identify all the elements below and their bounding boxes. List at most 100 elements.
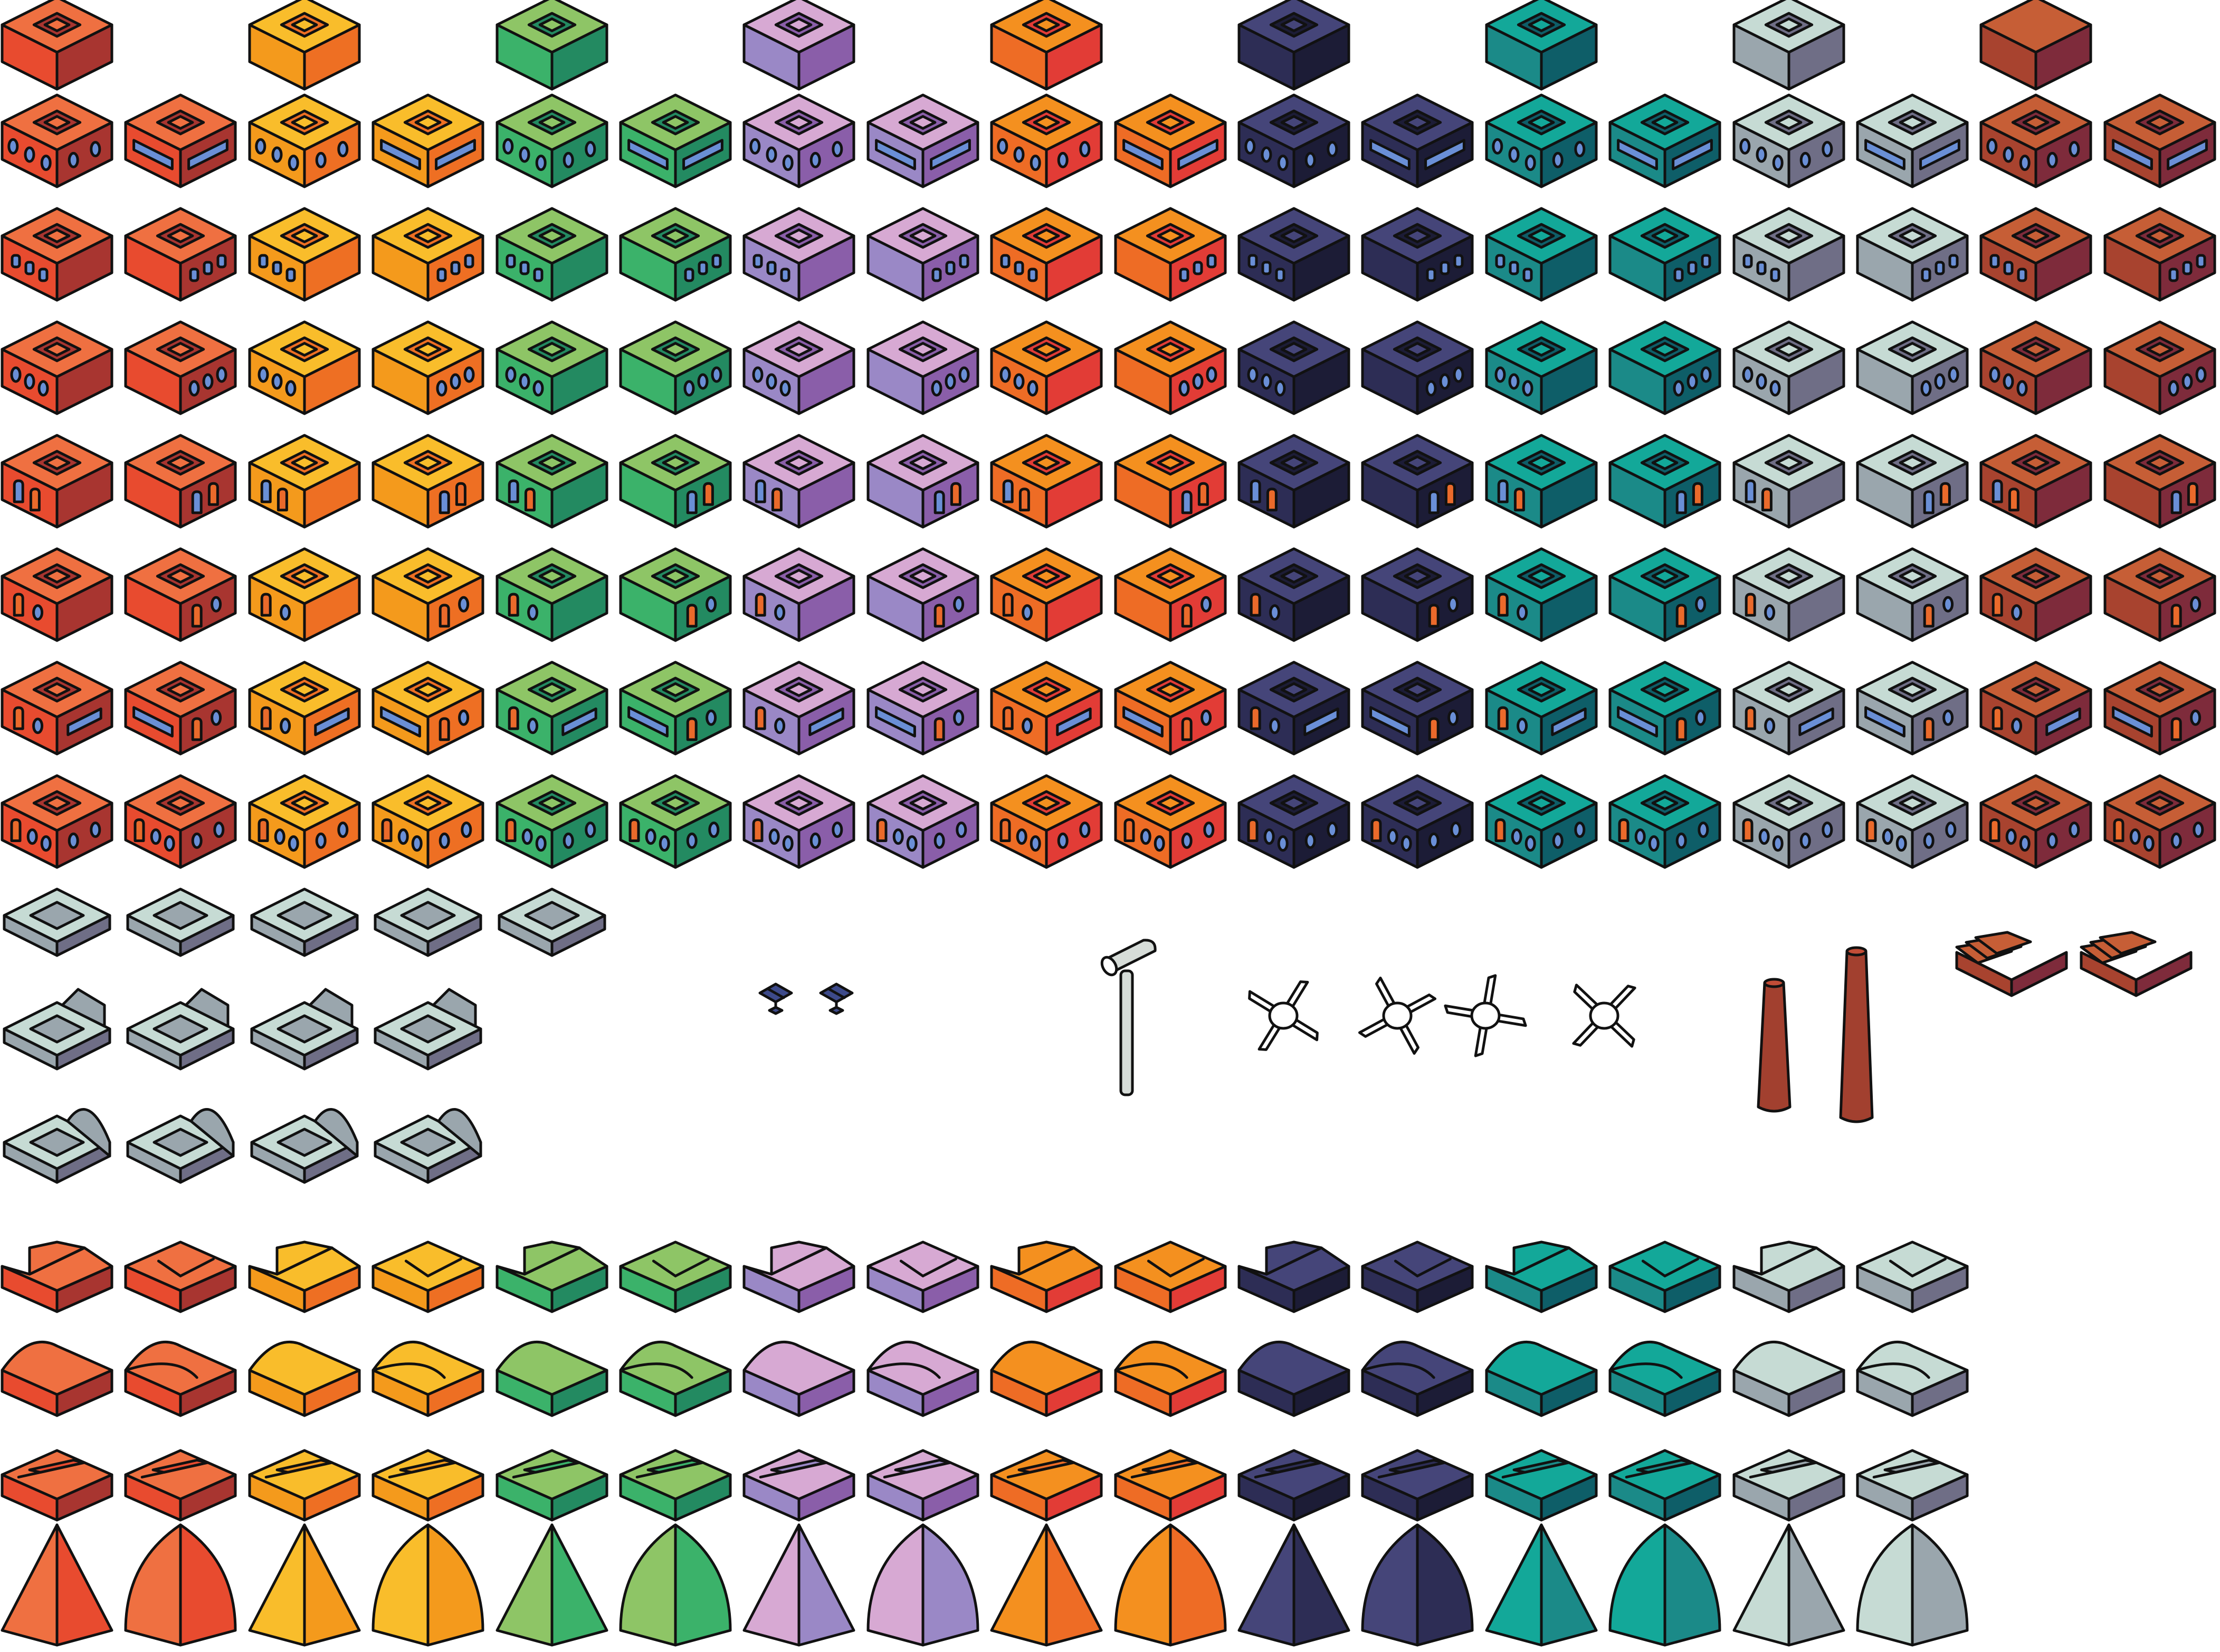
dome-left bbox=[1239, 1525, 1294, 1645]
building-block-with-doors bbox=[738, 428, 860, 534]
door-icon bbox=[135, 820, 144, 841]
window-icon bbox=[688, 834, 696, 847]
street-lamp-icon bbox=[1090, 929, 1164, 1097]
window-icon bbox=[586, 823, 594, 837]
window-icon bbox=[1554, 153, 1562, 167]
building-block-with-door-and-two-windows bbox=[1481, 769, 1602, 874]
building-block-with-doors bbox=[1110, 428, 1231, 534]
building-block-with-round-windows bbox=[1481, 315, 1602, 421]
roof-curved-roof bbox=[1110, 1315, 1231, 1426]
window-icon bbox=[1771, 381, 1779, 395]
roof-slanted-roof bbox=[120, 1211, 241, 1322]
building-block-with-square-windows bbox=[367, 202, 489, 307]
dome-right bbox=[923, 1525, 978, 1645]
window-icon bbox=[42, 156, 50, 170]
door-icon bbox=[1430, 605, 1438, 626]
dome-right bbox=[1170, 1525, 1225, 1645]
building-block-with-door-and-window bbox=[1604, 542, 1726, 647]
roof-dome-roof bbox=[1604, 1527, 1726, 1638]
roof-curved-roof bbox=[1728, 1315, 1850, 1426]
window-icon bbox=[776, 606, 784, 619]
window-icon bbox=[465, 255, 473, 267]
dome-left bbox=[1363, 1525, 1417, 1645]
window-icon bbox=[812, 834, 820, 847]
door-icon bbox=[1924, 605, 1933, 626]
roof-stepped-roof bbox=[0, 1419, 118, 1530]
building-block-with-door-and-window bbox=[491, 542, 613, 647]
roof-curved-roof bbox=[738, 1315, 860, 1426]
dome-left bbox=[868, 1525, 923, 1645]
window-icon bbox=[1518, 719, 1526, 733]
building-block-with-square-windows bbox=[986, 202, 1107, 307]
window-icon bbox=[193, 834, 202, 847]
door-icon bbox=[1001, 820, 1009, 841]
foundation-flat bbox=[0, 871, 118, 960]
dome-left bbox=[373, 1525, 428, 1645]
window-icon bbox=[1675, 269, 1682, 281]
building-block-with-door-and-two-windows bbox=[1357, 769, 1478, 874]
building-block-with-doors bbox=[986, 428, 1107, 534]
door-icon bbox=[278, 489, 287, 510]
roof-curved-roof bbox=[120, 1315, 241, 1426]
window-icon bbox=[1702, 255, 1710, 267]
building-block-with-doors bbox=[120, 428, 241, 534]
building-block-with-doors bbox=[1357, 428, 1478, 534]
door-icon bbox=[1994, 594, 2002, 615]
window-icon bbox=[1265, 830, 1273, 844]
window-icon bbox=[289, 837, 298, 851]
foundation-arch bbox=[120, 1097, 241, 1187]
window-icon bbox=[465, 368, 473, 381]
building-block-with-door-and-long-window bbox=[1481, 655, 1602, 761]
window-icon bbox=[212, 597, 221, 611]
window-icon bbox=[954, 597, 963, 611]
window-icon bbox=[1922, 269, 1930, 281]
window-icon bbox=[1279, 156, 1287, 170]
panel-stand bbox=[769, 1007, 782, 1014]
window-icon bbox=[2145, 837, 2153, 851]
fan-rotor-icon bbox=[1557, 968, 1652, 1063]
building-block-with-door-and-two-windows bbox=[738, 769, 860, 874]
door-icon bbox=[1746, 481, 1755, 502]
roof-dome-roof bbox=[738, 1527, 860, 1638]
building-block-with-round-windows bbox=[1728, 315, 1850, 421]
window-icon bbox=[784, 837, 793, 851]
building-block-with-door-and-long-window bbox=[1110, 655, 1231, 761]
building-block-with-door-and-two-windows bbox=[1604, 769, 1726, 874]
window-icon bbox=[1697, 711, 1705, 724]
roof-dome-roof bbox=[615, 1527, 736, 1638]
foundation-arch bbox=[0, 1097, 118, 1187]
door-icon bbox=[1924, 492, 1933, 513]
window-icon bbox=[1774, 837, 1782, 851]
window-icon bbox=[2197, 255, 2205, 267]
dome-left bbox=[992, 1525, 1046, 1645]
roof-dome-roof bbox=[862, 1527, 984, 1638]
window-icon bbox=[2184, 262, 2191, 274]
window-icon bbox=[40, 269, 47, 281]
door-icon bbox=[704, 483, 712, 504]
window-icon bbox=[399, 830, 407, 844]
roof-curved-roof bbox=[491, 1315, 613, 1426]
door-icon bbox=[1619, 820, 1628, 841]
fan-rotor-icon bbox=[1438, 968, 1533, 1063]
building-block-with-door-and-two-windows bbox=[244, 769, 365, 874]
window-icon bbox=[713, 255, 720, 267]
window-icon bbox=[1015, 262, 1023, 274]
fan-hub bbox=[1472, 1003, 1499, 1028]
window-icon bbox=[1760, 830, 1768, 844]
window-icon bbox=[1936, 262, 1943, 274]
window-icon bbox=[1306, 153, 1314, 167]
window-icon bbox=[1510, 262, 1518, 274]
window-icon bbox=[768, 262, 775, 274]
building-block-with-doors bbox=[244, 428, 365, 534]
roof-stepped-roof bbox=[1233, 1419, 1355, 1530]
window-icon bbox=[190, 381, 198, 395]
building-block-with-square-windows bbox=[1233, 202, 1355, 307]
fan-rotor-icon bbox=[1236, 968, 1331, 1063]
door-icon bbox=[440, 605, 449, 626]
sawtooth-roof-icon bbox=[1951, 902, 2072, 992]
building-block-with-door-and-window bbox=[1357, 542, 1478, 647]
window-icon bbox=[1740, 139, 1749, 153]
window-icon bbox=[2018, 269, 2026, 281]
window-icon bbox=[660, 837, 669, 851]
window-icon bbox=[317, 834, 325, 847]
